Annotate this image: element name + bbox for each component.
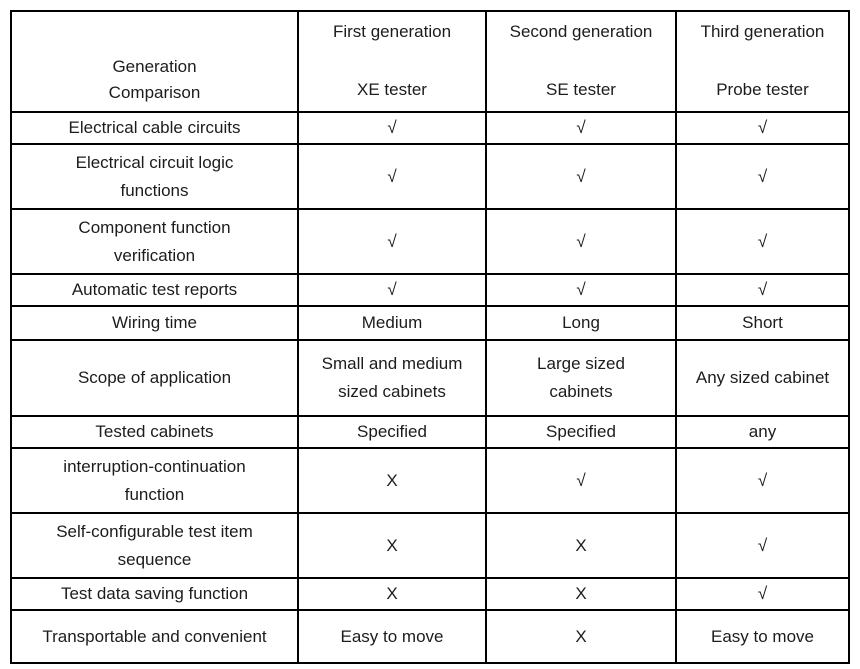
generation-label: Second generation bbox=[509, 21, 653, 41]
column-header-first-generation: First generation XE tester bbox=[297, 10, 487, 113]
generation-comparison-table: Generation Comparison First generation X… bbox=[10, 10, 850, 664]
cell-value: √ bbox=[675, 273, 850, 307]
cell-value: Easy to move bbox=[297, 609, 487, 664]
column-header-third-generation: Third generation Probe tester bbox=[675, 10, 850, 113]
header-row: Generation Comparison First generation X… bbox=[10, 10, 850, 113]
cell-value: Any sized cabinet bbox=[675, 339, 850, 417]
row-label: Component function verification bbox=[10, 208, 299, 275]
row-label: Transportable and convenient bbox=[10, 609, 299, 664]
row-label: Wiring time bbox=[10, 305, 299, 341]
cell-value: √ bbox=[297, 273, 487, 307]
table-row-component-function-verification: Component function verification √ √ √ bbox=[10, 208, 850, 275]
cell-value: Specified bbox=[297, 415, 487, 449]
table-row-wiring-time: Wiring time Medium Long Short bbox=[10, 305, 850, 341]
row-label: Self-configurable test item sequence bbox=[10, 512, 299, 579]
cell-value: √ bbox=[675, 512, 850, 579]
cell-value: Specified bbox=[485, 415, 677, 449]
cell-value: Short bbox=[675, 305, 850, 341]
table-row-tested-cabinets: Tested cabinets Specified Specified any bbox=[10, 415, 850, 449]
cell-value: X bbox=[485, 577, 677, 611]
corner-cell: Generation Comparison bbox=[10, 10, 299, 113]
corner-label-line2: Comparison bbox=[108, 82, 201, 102]
cell-value: X bbox=[485, 609, 677, 664]
cell-value: Long bbox=[485, 305, 677, 341]
row-label: Tested cabinets bbox=[10, 415, 299, 449]
cell-value: any bbox=[675, 415, 850, 449]
cell-value: √ bbox=[675, 447, 850, 514]
row-label: Electrical cable circuits bbox=[10, 111, 299, 145]
table-row-scope-of-application: Scope of application Small and medium si… bbox=[10, 339, 850, 417]
table-row-automatic-test-reports: Automatic test reports √ √ √ bbox=[10, 273, 850, 307]
table-row-transportable-and-convenient: Transportable and convenient Easy to mov… bbox=[10, 609, 850, 664]
table-row-self-configurable-test-item-sequence: Self-configurable test item sequence X X… bbox=[10, 512, 850, 579]
row-label: interruption-continuation function bbox=[10, 447, 299, 514]
cell-value: Large sized cabinets bbox=[485, 339, 677, 417]
cell-value: Small and medium sized cabinets bbox=[297, 339, 487, 417]
cell-value: Medium bbox=[297, 305, 487, 341]
cell-value: Easy to move bbox=[675, 609, 850, 664]
cell-value: X bbox=[297, 447, 487, 514]
cell-value: X bbox=[297, 577, 487, 611]
cell-value: √ bbox=[675, 577, 850, 611]
cell-value: √ bbox=[297, 208, 487, 275]
cell-value: √ bbox=[675, 143, 850, 210]
table-row-test-data-saving-function: Test data saving function X X √ bbox=[10, 577, 850, 611]
cell-value: √ bbox=[485, 143, 677, 210]
generation-label: Third generation bbox=[700, 21, 825, 41]
tester-label: Probe tester bbox=[716, 79, 809, 99]
table-row-interruption-continuation-function: interruption-continuation function X √ √ bbox=[10, 447, 850, 514]
generation-label: First generation bbox=[332, 21, 452, 41]
table-row-electrical-circuit-logic-functions: Electrical circuit logic functions √ √ √ bbox=[10, 143, 850, 210]
row-label: Automatic test reports bbox=[10, 273, 299, 307]
cell-value: X bbox=[485, 512, 677, 579]
cell-value: √ bbox=[675, 111, 850, 145]
corner-label-line1: Generation bbox=[112, 56, 197, 76]
column-header-second-generation: Second generation SE tester bbox=[485, 10, 677, 113]
cell-value: √ bbox=[675, 208, 850, 275]
cell-value: X bbox=[297, 512, 487, 579]
cell-value: √ bbox=[297, 143, 487, 210]
cell-value: √ bbox=[485, 111, 677, 145]
tester-label: SE tester bbox=[546, 79, 616, 99]
row-label: Test data saving function bbox=[10, 577, 299, 611]
cell-value: √ bbox=[485, 208, 677, 275]
row-label: Scope of application bbox=[10, 339, 299, 417]
cell-value: √ bbox=[485, 447, 677, 514]
cell-value: √ bbox=[297, 111, 487, 145]
tester-label: XE tester bbox=[357, 79, 427, 99]
table-row-electrical-cable-circuits: Electrical cable circuits √ √ √ bbox=[10, 111, 850, 145]
cell-value: √ bbox=[485, 273, 677, 307]
row-label: Electrical circuit logic functions bbox=[10, 143, 299, 210]
